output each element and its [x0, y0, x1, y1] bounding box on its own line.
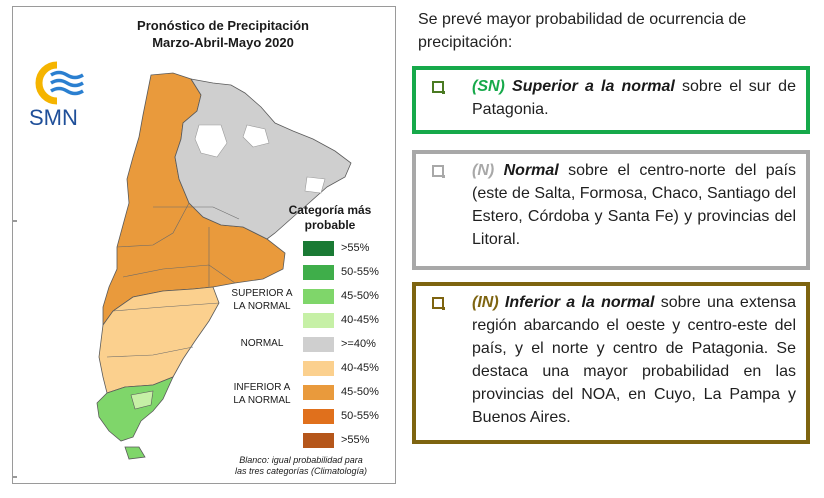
legend-group-normal: NORMAL: [240, 338, 284, 349]
map-title-line1: Pronóstico de Precipitación: [137, 18, 309, 33]
checkbox-bullet-icon: [432, 297, 445, 310]
region-normal: [174, 78, 352, 240]
legend-group-inferior-line2: LA NORMAL: [233, 395, 291, 406]
legend-group-superior-line1: SUPERIOR A: [231, 288, 293, 299]
region-climatology-a: [194, 124, 228, 158]
legend-swatch: [303, 241, 334, 256]
map-footnote-line1: Blanco: igual probabilidad para: [239, 455, 363, 465]
legend-label: 45-50%: [341, 290, 379, 302]
category-n: Normal: [503, 162, 559, 179]
category-sn: Superior a la normal: [512, 78, 675, 95]
legend-label: 40-45%: [341, 362, 379, 374]
legend-swatch: [303, 409, 334, 424]
box-inferior: (IN) Inferior a la normal sobre una exte…: [412, 282, 810, 444]
smn-logo-icon: [35, 61, 84, 105]
legend-swatch: [303, 361, 334, 376]
desc-in: sobre una extensa región abarcando el oe…: [472, 294, 796, 426]
region-superior-40-45: [130, 390, 154, 410]
legend-label: >55%: [341, 434, 370, 446]
legend-item: >55%: [303, 241, 395, 257]
desc-n: sobre el centro-norte del país (este de …: [472, 162, 796, 248]
legend-label: 45-50%: [341, 386, 379, 398]
checkbox-bullet-icon: [432, 81, 445, 94]
legend-item: 45-50%: [303, 385, 395, 401]
intro-text: Se prevé mayor probabilidad de ocurrenci…: [418, 11, 747, 51]
checkbox-bullet-icon: [432, 165, 445, 178]
legend-item: 40-45%: [303, 313, 395, 329]
legend-group-superior-line2: LA NORMAL: [233, 301, 291, 312]
smn-logo-text: SMN: [29, 105, 78, 130]
legend-label: 40-45%: [341, 314, 379, 326]
legend-label: 50-55%: [341, 266, 379, 278]
legend-group-inferior: INFERIOR A LA NORMAL: [225, 381, 299, 407]
legend-item: >=40%: [303, 337, 395, 353]
legend-title-line1: Categoría más: [288, 203, 372, 217]
legend-swatch: [303, 289, 334, 304]
box-superior: (SN) Superior a la normal sobre el sur d…: [412, 66, 810, 134]
legend-label: 50-55%: [341, 410, 379, 422]
box-normal: (N) Normal sobre el centro-norte del paí…: [412, 150, 810, 270]
code-n: (N): [472, 162, 495, 179]
legend-label: >55%: [341, 242, 370, 254]
code-sn: (SN): [472, 78, 505, 95]
legend-swatch: [303, 385, 334, 400]
forecast-map-panel: Pronóstico de Precipitación Marzo-Abril-…: [12, 6, 396, 484]
legend-label: >=40%: [341, 338, 376, 350]
legend-item: 45-50%: [303, 289, 395, 305]
argentina-map: [13, 72, 352, 478]
legend-swatch: [303, 265, 334, 280]
map-footnote-line2: las tres categorías (Climatología): [234, 466, 368, 476]
desc-sn: sobre el sur de Patagonia.: [472, 78, 796, 118]
region-tierra-del-fuego: [124, 446, 146, 460]
legend-group-inferior-line1: INFERIOR A: [233, 382, 291, 393]
legend-item: 50-55%: [303, 265, 395, 281]
legend-swatch: [303, 313, 334, 328]
legend-group-superior: SUPERIOR A LA NORMAL: [225, 287, 299, 313]
map-footnote: Blanco: igual probabilidad para las tres…: [209, 455, 393, 477]
legend-swatch: [303, 433, 334, 448]
legend-item: 40-45%: [303, 361, 395, 377]
region-climatology-c: [304, 176, 326, 194]
legend-item: >55%: [303, 433, 395, 449]
map-title: Pronóstico de Precipitación Marzo-Abril-…: [93, 17, 353, 51]
legend-title-line2: probable: [304, 218, 356, 232]
legend-title: Categoría más probable: [275, 203, 385, 233]
region-climatology-b: [242, 124, 270, 148]
legend-swatch: [303, 337, 334, 352]
legend-item: 50-55%: [303, 409, 395, 425]
map-title-line2: Marzo-Abril-Mayo 2020: [152, 35, 294, 50]
category-in: Inferior a la normal: [504, 294, 655, 311]
code-in: (IN): [472, 294, 499, 311]
region-inferior-40-45: [98, 286, 220, 394]
